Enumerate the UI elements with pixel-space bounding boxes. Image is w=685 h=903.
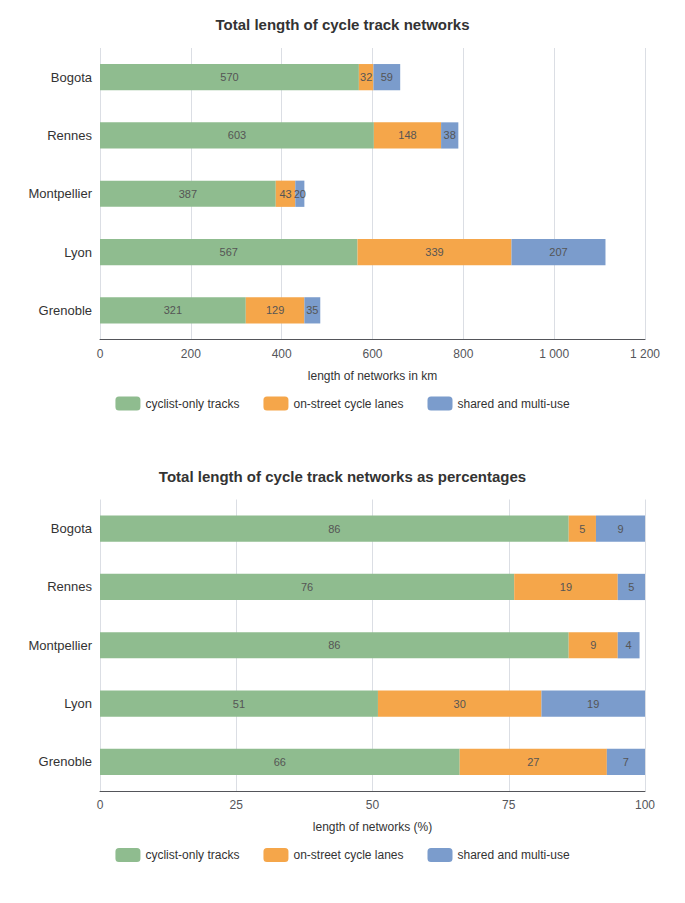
svg-text:5: 5 [628,581,634,593]
svg-text:30: 30 [454,698,466,710]
svg-text:Rennes: Rennes [47,579,92,594]
svg-text:Bogota: Bogota [51,70,93,85]
svg-text:100: 100 [635,798,655,812]
svg-text:19: 19 [560,581,572,593]
svg-text:Montpellier: Montpellier [28,186,92,201]
svg-text:19: 19 [587,698,599,710]
svg-text:Total length of cycle track ne: Total length of cycle track networks [216,16,470,33]
svg-text:cyclist-only tracks: cyclist-only tracks [145,397,239,411]
svg-text:Grenoble: Grenoble [39,754,92,769]
svg-text:207: 207 [549,246,567,258]
svg-text:148: 148 [398,129,416,141]
svg-text:35: 35 [306,304,318,316]
svg-text:86: 86 [328,523,340,535]
svg-text:length of networks in km: length of networks in km [308,369,437,383]
svg-text:on-street cycle lanes: on-street cycle lanes [293,848,403,862]
svg-text:7: 7 [623,756,629,768]
svg-text:cyclist-only tracks: cyclist-only tracks [145,848,239,862]
svg-text:on-street cycle lanes: on-street cycle lanes [293,397,403,411]
svg-text:Lyon: Lyon [64,245,92,260]
svg-text:0: 0 [97,347,104,361]
svg-text:200: 200 [181,347,201,361]
svg-text:shared and multi-use: shared and multi-use [458,848,570,862]
svg-text:129: 129 [266,304,284,316]
svg-text:20: 20 [294,188,306,200]
svg-text:Bogota: Bogota [51,521,93,536]
svg-text:75: 75 [502,798,516,812]
svg-text:66: 66 [274,756,286,768]
svg-text:339: 339 [425,246,443,258]
svg-text:321: 321 [164,304,182,316]
svg-text:shared and multi-use: shared and multi-use [458,397,570,411]
svg-text:9: 9 [590,639,596,651]
svg-text:length of networks (%): length of networks (%) [313,820,432,834]
svg-text:27: 27 [527,756,539,768]
svg-text:50: 50 [366,798,380,812]
svg-text:5: 5 [579,523,585,535]
svg-text:800: 800 [453,347,473,361]
svg-text:51: 51 [233,698,245,710]
svg-text:86: 86 [328,639,340,651]
svg-text:600: 600 [362,347,382,361]
svg-text:567: 567 [220,246,238,258]
svg-text:25: 25 [230,798,244,812]
svg-text:Montpellier: Montpellier [28,638,92,653]
svg-text:1 200: 1 200 [630,347,660,361]
svg-text:387: 387 [179,188,197,200]
svg-text:Grenoble: Grenoble [39,303,92,318]
svg-text:38: 38 [444,129,456,141]
svg-text:400: 400 [272,347,292,361]
svg-text:9: 9 [617,523,623,535]
svg-text:4: 4 [626,639,632,651]
svg-text:0: 0 [97,798,104,812]
svg-text:43: 43 [279,188,291,200]
svg-text:1 000: 1 000 [539,347,569,361]
svg-text:Lyon: Lyon [64,696,92,711]
svg-text:570: 570 [220,71,238,83]
svg-text:59: 59 [381,71,393,83]
svg-text:76: 76 [301,581,313,593]
svg-text:Rennes: Rennes [47,128,92,143]
svg-text:603: 603 [228,129,246,141]
svg-text:Total length of cycle track ne: Total length of cycle track networks as … [159,468,526,485]
svg-text:32: 32 [360,71,372,83]
